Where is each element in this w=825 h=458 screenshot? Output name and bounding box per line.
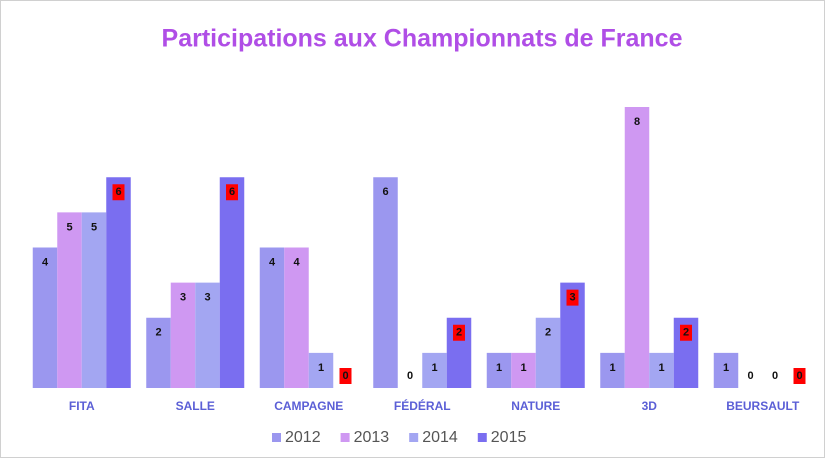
data-label: 4 [42, 256, 49, 268]
x-tick-label: FITA [69, 399, 95, 413]
bar [146, 317, 171, 388]
bar [600, 352, 625, 388]
bar [373, 177, 398, 388]
bar [106, 177, 131, 388]
bar [195, 282, 220, 388]
bar [511, 352, 536, 388]
bar [624, 107, 650, 388]
data-label: 6 [229, 186, 235, 198]
data-label-box [453, 324, 465, 341]
data-label-box [112, 184, 125, 201]
bar [32, 247, 58, 388]
data-label: 1 [431, 362, 437, 374]
data-label: 6 [382, 186, 388, 198]
data-label: 3 [569, 292, 575, 304]
data-label: 4 [269, 256, 276, 268]
data-label: 2 [545, 327, 551, 339]
bar [308, 352, 334, 388]
bar [81, 212, 107, 388]
chart-title: Participations aux Championnats de Franc… [162, 25, 683, 53]
data-label: 2 [456, 327, 462, 339]
legend-swatch [477, 433, 487, 442]
x-tick-label: NATURE [511, 399, 560, 413]
bar [486, 352, 512, 388]
data-label: 1 [520, 362, 526, 374]
data-label-box [226, 184, 238, 201]
data-label: 2 [683, 327, 689, 339]
bar [284, 247, 309, 388]
data-label-box [680, 324, 692, 341]
data-label: 5 [91, 221, 97, 233]
data-label: 1 [609, 362, 615, 374]
data-label: 0 [342, 370, 348, 382]
data-label: 8 [634, 116, 640, 128]
data-label: 1 [318, 362, 324, 374]
x-tick-label: FÉDÉRAL [394, 398, 451, 413]
data-label: 4 [293, 256, 300, 268]
data-label: 1 [658, 362, 664, 374]
data-label-box [339, 368, 352, 384]
bar [713, 352, 739, 388]
legend-label: 2014 [422, 429, 458, 446]
x-tick-label: 3D [642, 399, 658, 413]
bar [259, 247, 285, 388]
data-label: 3 [180, 292, 186, 304]
bar [649, 352, 674, 388]
legend-swatch [409, 433, 419, 442]
x-tick-label: SALLE [176, 399, 215, 413]
legend-label: 2013 [354, 429, 390, 446]
data-label: 0 [796, 370, 802, 382]
data-label: 2 [155, 327, 161, 339]
data-label: 0 [407, 370, 413, 382]
data-label: 5 [66, 221, 72, 233]
data-label: 0 [772, 370, 778, 382]
x-tick-label: BEURSAULT [726, 399, 800, 413]
legend-label: 2015 [491, 429, 527, 446]
bar [535, 317, 561, 388]
bar [170, 282, 196, 388]
data-label: 1 [496, 362, 502, 374]
x-tick-label: CAMPAGNE [274, 399, 343, 413]
data-label-box [566, 289, 579, 306]
data-label-box [793, 368, 806, 384]
data-label: 0 [747, 370, 753, 382]
legend-swatch [340, 433, 350, 442]
data-label: 6 [115, 186, 121, 198]
data-label: 1 [723, 362, 729, 374]
bar [422, 352, 447, 388]
legend-label: 2012 [285, 429, 321, 446]
bar [219, 177, 245, 388]
bar [57, 212, 82, 388]
legend-swatch [272, 433, 281, 442]
data-label: 3 [204, 292, 210, 304]
